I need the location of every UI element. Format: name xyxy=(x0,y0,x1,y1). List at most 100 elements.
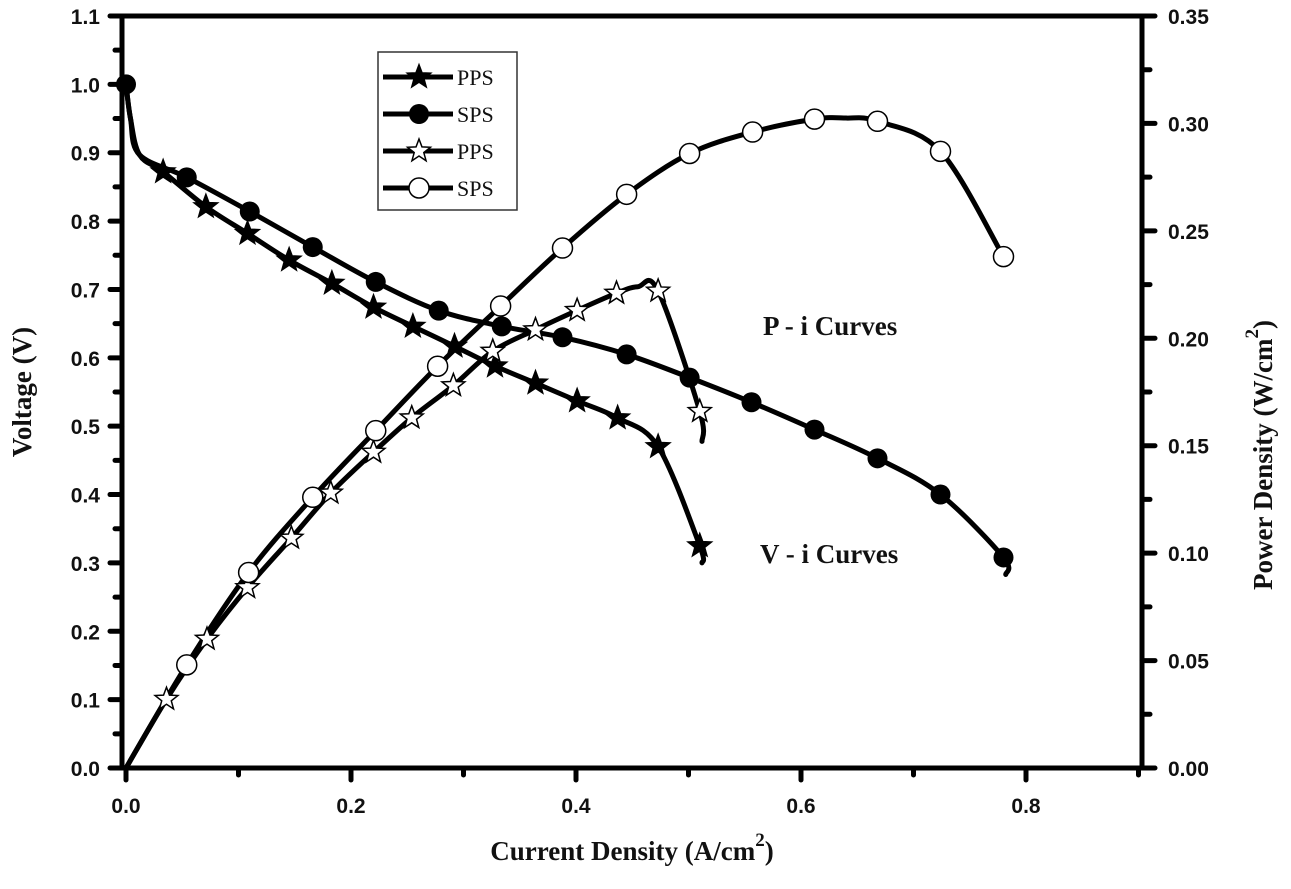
data-point xyxy=(992,245,1015,268)
data-point xyxy=(521,368,550,395)
data-point xyxy=(993,547,1014,568)
data-point xyxy=(193,624,221,651)
data-point xyxy=(644,276,672,303)
data-point xyxy=(866,110,889,133)
data-point xyxy=(615,183,638,206)
x-axis-ticks: 0.0 0.2 0.4 0.6 0.8 xyxy=(111,765,1141,818)
x-axis-title: Current Density (A/cm2) xyxy=(490,830,773,866)
data-point xyxy=(439,371,467,397)
data-point xyxy=(360,438,387,464)
y-tick-label: 1.1 xyxy=(71,6,101,29)
data-point xyxy=(678,142,701,165)
legend-marker-open-star-icon xyxy=(405,136,433,163)
y2-tick-label: 0.15 xyxy=(1168,436,1209,459)
y2-tick-label: 0.35 xyxy=(1168,6,1209,29)
y-tick-label: 0.6 xyxy=(71,348,100,371)
data-point xyxy=(803,108,826,130)
plot-frame xyxy=(119,13,1145,771)
legend-marker-filled-circle-icon xyxy=(409,104,429,124)
data-point xyxy=(603,279,630,305)
legend-marker-open-circle-icon xyxy=(408,177,430,199)
data-point xyxy=(237,561,260,584)
data-point xyxy=(479,337,507,363)
data-point xyxy=(359,292,388,319)
y-tick-label: 0.1 xyxy=(71,690,101,713)
data-point xyxy=(603,403,632,430)
data-point xyxy=(318,268,346,295)
data-point xyxy=(491,316,512,337)
data-point xyxy=(428,300,449,321)
data-point xyxy=(275,245,303,272)
y-axis-ticks: 0.0 0.1 0.2 0.3 0.4 0.5 0.6 0.7 0.8 0.9 1.0 1.1 xyxy=(71,6,125,781)
y-tick-label: 0.4 xyxy=(71,485,101,508)
data-point xyxy=(551,237,574,259)
legend-label: PPS xyxy=(457,139,494,164)
y2-tick-label: 0.10 xyxy=(1168,543,1209,566)
data-point xyxy=(277,523,305,550)
y2-tick-label: 0.05 xyxy=(1168,651,1209,674)
series-markers-p-i-sps xyxy=(176,108,1015,676)
legend-marker-filled-star-icon xyxy=(405,62,433,89)
data-point xyxy=(365,419,387,442)
data-point xyxy=(176,167,197,188)
legend: PPS SPS PPS SPS xyxy=(377,51,518,211)
annotation-v-i-curves: V - i Curves xyxy=(760,539,898,569)
data-point xyxy=(741,392,762,413)
data-point xyxy=(399,311,427,339)
y-tick-label: 0.5 xyxy=(71,416,101,439)
data-point xyxy=(234,573,261,599)
data-point xyxy=(153,685,180,711)
y-tick-label: 0.8 xyxy=(71,211,101,234)
markers-layer xyxy=(116,74,1015,711)
x-tick-label: 0.4 xyxy=(561,795,591,818)
data-point xyxy=(426,355,449,377)
data-point xyxy=(867,448,888,469)
curves-layer xyxy=(123,81,1012,771)
data-point xyxy=(679,367,700,388)
legend-label: SPS xyxy=(457,176,494,201)
y-tick-label: 0.0 xyxy=(71,758,100,781)
series-markers-p-i-pps xyxy=(153,276,714,711)
y-tick-label: 0.7 xyxy=(71,279,100,302)
data-point xyxy=(176,654,198,676)
y-tick-label: 0.3 xyxy=(71,553,100,576)
data-point xyxy=(149,157,177,184)
y-tick-label: 0.9 xyxy=(71,143,100,166)
data-point xyxy=(302,237,323,258)
series-markers-v-i-sps xyxy=(116,74,1014,568)
series-markers-v-i-pps xyxy=(149,157,714,558)
data-point xyxy=(302,486,324,509)
x-tick-label: 0.2 xyxy=(336,795,365,818)
data-point xyxy=(192,192,220,219)
data-point xyxy=(365,271,386,292)
y2-axis-title: Power Density (W/cm2) xyxy=(1242,320,1278,590)
y2-tick-label: 0.30 xyxy=(1168,113,1209,136)
legend-label: PPS xyxy=(457,65,494,90)
x-tick-label: 0.6 xyxy=(786,795,815,818)
data-point xyxy=(489,295,512,317)
data-point xyxy=(522,315,549,342)
data-point xyxy=(233,218,262,246)
data-point xyxy=(317,478,345,505)
y-tick-label: 1.0 xyxy=(71,74,100,97)
y2-tick-label: 0.20 xyxy=(1168,328,1209,351)
y2-tick-label: 0.25 xyxy=(1168,221,1209,244)
legend-label: SPS xyxy=(457,102,494,127)
data-point xyxy=(398,403,426,430)
data-point xyxy=(616,344,637,365)
data-point xyxy=(686,397,714,423)
data-point xyxy=(929,140,952,163)
y2-axis-ticks: 0.00 0.05 0.10 0.15 0.20 0.25 0.30 0.35 xyxy=(1139,6,1209,781)
data-point xyxy=(804,419,825,440)
x-tick-label: 0.8 xyxy=(1011,795,1041,818)
y-tick-label: 0.2 xyxy=(71,621,100,644)
data-point xyxy=(440,331,469,358)
data-point xyxy=(563,386,591,413)
data-point xyxy=(239,201,260,222)
data-point xyxy=(552,327,573,348)
data-point xyxy=(686,531,714,558)
annotation-p-i-curves: P - i Curves xyxy=(763,311,897,341)
x-tick-label: 0.0 xyxy=(111,795,140,818)
data-point xyxy=(644,432,672,459)
